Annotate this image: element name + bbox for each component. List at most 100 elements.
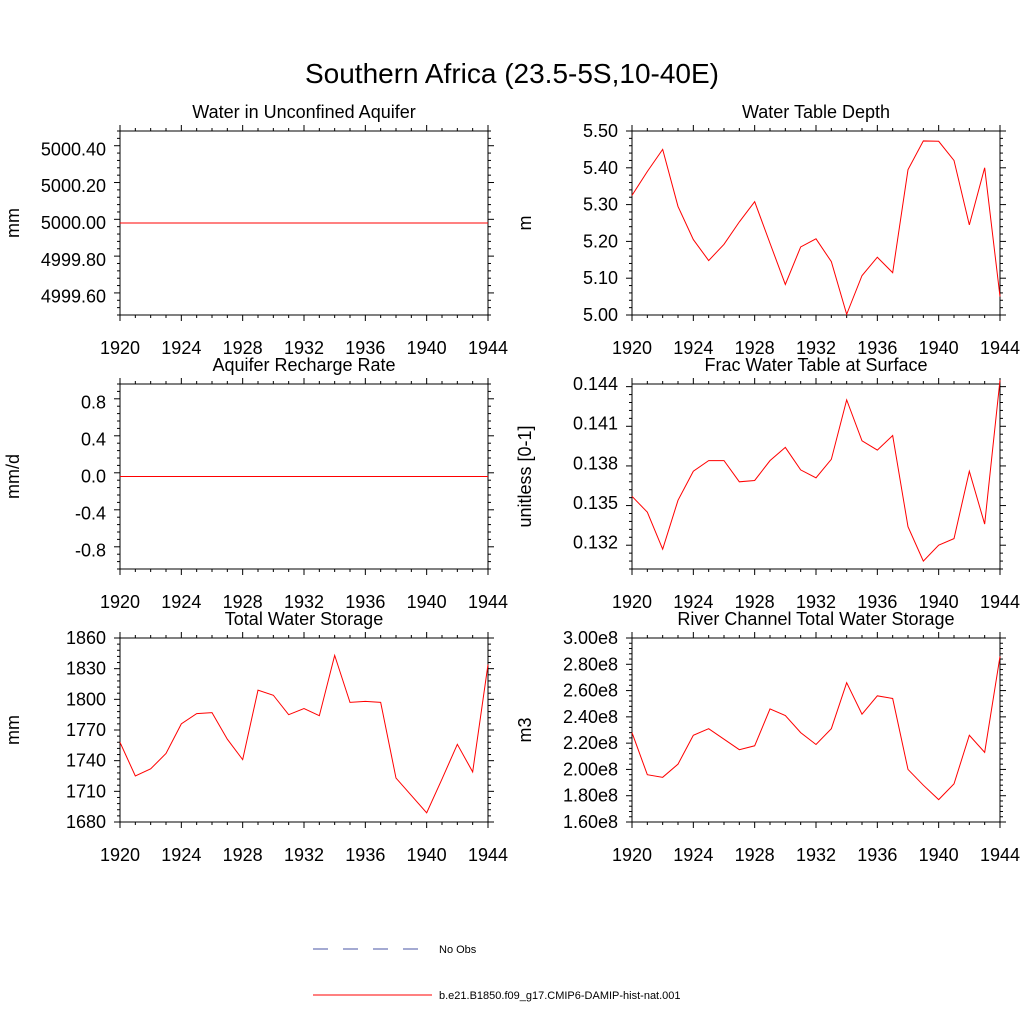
x-tick-label: 1924 bbox=[161, 338, 201, 358]
y-tick-label: 5000.20 bbox=[41, 176, 106, 196]
y-tick-label: 5.30 bbox=[583, 195, 618, 215]
y-axis-label: m bbox=[515, 216, 535, 231]
x-tick-label: 1944 bbox=[980, 845, 1020, 865]
x-tick-label: 1924 bbox=[673, 845, 713, 865]
panels-group: Water in Unconfined Aquifer mm 1920 1924 192… bbox=[3, 102, 1020, 865]
x-tick-label: 1932 bbox=[796, 845, 836, 865]
y-axis-label: mm/d bbox=[3, 454, 23, 499]
x-tick-label: 1944 bbox=[468, 338, 508, 358]
y-axis-label: unitless [0-1] bbox=[515, 425, 535, 527]
series-line bbox=[631, 379, 1001, 562]
panel-2: Water Table Depth m 1920 1924 1928 1932 1936 19… bbox=[515, 102, 1020, 358]
y-tick-label: 1770 bbox=[66, 720, 106, 740]
y-tick-label: 0.8 bbox=[81, 393, 106, 413]
x-tick-label: 1936 bbox=[857, 845, 897, 865]
x-tick-label: 1924 bbox=[673, 592, 713, 612]
y-tick-label: 0.135 bbox=[573, 493, 618, 513]
x-tick-label: 1932 bbox=[284, 592, 324, 612]
series-line bbox=[631, 140, 1001, 316]
x-tick-label: 1940 bbox=[919, 592, 959, 612]
panel-title: Water in Unconfined Aquifer bbox=[192, 102, 415, 122]
y-tick-label: 1740 bbox=[66, 751, 106, 771]
x-tick-label: 1924 bbox=[161, 845, 201, 865]
x-tick-label: 1940 bbox=[919, 845, 959, 865]
x-tick-label: 1924 bbox=[161, 592, 201, 612]
y-tick-label: 2.40e8 bbox=[563, 707, 618, 727]
y-tick-label: 5000.00 bbox=[41, 213, 106, 233]
y-tick-label: 0.144 bbox=[573, 374, 618, 394]
panel-title: River Channel Total Water Storage bbox=[677, 609, 954, 629]
y-tick-label: 1800 bbox=[66, 689, 106, 709]
x-tick-label: 1928 bbox=[223, 845, 263, 865]
x-tick-label: 1944 bbox=[468, 845, 508, 865]
x-tick-label: 1928 bbox=[223, 338, 263, 358]
x-tick-label: 1936 bbox=[857, 338, 897, 358]
x-tick-label: 1920 bbox=[612, 592, 652, 612]
x-tick-label: 1936 bbox=[345, 338, 385, 358]
y-tick-label: 1830 bbox=[66, 659, 106, 679]
y-tick-label: -0.4 bbox=[75, 504, 106, 524]
y-tick-label: 5.40 bbox=[583, 158, 618, 178]
y-axis-label: mm bbox=[3, 715, 23, 745]
y-tick-label: 5000.40 bbox=[41, 139, 106, 159]
panel-3: Aquifer Recharge Rate mm/d 1920 1924 1928 193… bbox=[3, 355, 508, 612]
x-tick-label: 1932 bbox=[284, 845, 324, 865]
y-tick-label: 2.80e8 bbox=[563, 654, 618, 674]
x-tick-label: 1928 bbox=[735, 592, 775, 612]
x-tick-label: 1924 bbox=[673, 338, 713, 358]
x-tick-label: 1940 bbox=[919, 338, 959, 358]
y-tick-label: 0.132 bbox=[573, 533, 618, 553]
x-tick-label: 1944 bbox=[980, 592, 1020, 612]
x-tick-label: 1920 bbox=[612, 338, 652, 358]
x-tick-label: 1940 bbox=[407, 338, 447, 358]
panel-title: Frac Water Table at Surface bbox=[704, 355, 927, 375]
panel-title: Aquifer Recharge Rate bbox=[212, 355, 395, 375]
y-tick-label: 1680 bbox=[66, 812, 106, 832]
x-tick-label: 1936 bbox=[857, 592, 897, 612]
x-tick-label: 1936 bbox=[345, 592, 385, 612]
x-tick-label: 1936 bbox=[345, 845, 385, 865]
panel-6: River Channel Total Water Storage m3 1920 1… bbox=[515, 609, 1020, 865]
series-line bbox=[119, 653, 489, 814]
x-tick-label: 1940 bbox=[407, 592, 447, 612]
panel-1: Water in Unconfined Aquifer mm 1920 1924 192… bbox=[3, 102, 508, 358]
panel-title: Water Table Depth bbox=[742, 102, 890, 122]
x-tick-label: 1932 bbox=[796, 592, 836, 612]
y-tick-label: 1710 bbox=[66, 781, 106, 801]
x-tick-label: 1944 bbox=[980, 338, 1020, 358]
panel-5: Total Water Storage mm 1920 1924 1928 1932 193… bbox=[3, 609, 508, 865]
y-axis-label: m3 bbox=[515, 717, 535, 742]
x-tick-label: 1940 bbox=[407, 845, 447, 865]
x-tick-label: 1932 bbox=[796, 338, 836, 358]
y-tick-label: 0.0 bbox=[81, 467, 106, 487]
x-tick-label: 1920 bbox=[612, 845, 652, 865]
x-tick-label: 1944 bbox=[468, 592, 508, 612]
y-tick-label: 1.80e8 bbox=[563, 786, 618, 806]
series-line bbox=[631, 656, 1001, 801]
y-tick-label: 0.138 bbox=[573, 453, 618, 473]
x-tick-label: 1928 bbox=[735, 845, 775, 865]
y-tick-label: 5.20 bbox=[583, 231, 618, 251]
figure-title: Southern Africa (23.5-5S,10-40E) bbox=[305, 58, 719, 89]
legend: No Obs b.e21.B1850.f09_g17.CMIP6-DAMIP-h… bbox=[313, 944, 681, 1002]
y-axis-label: mm bbox=[3, 208, 23, 238]
x-tick-label: 1920 bbox=[100, 592, 140, 612]
x-tick-label: 1928 bbox=[223, 592, 263, 612]
x-tick-label: 1928 bbox=[735, 338, 775, 358]
y-tick-label: 1.60e8 bbox=[563, 812, 618, 832]
y-tick-label: 0.141 bbox=[573, 414, 618, 434]
y-tick-label: 2.00e8 bbox=[563, 759, 618, 779]
legend-label-model: b.e21.B1850.f09_g17.CMIP6-DAMIP-hist-nat… bbox=[439, 990, 681, 1002]
y-tick-label: 1860 bbox=[66, 628, 106, 648]
y-tick-label: 3.00e8 bbox=[563, 628, 618, 648]
y-tick-label: 2.60e8 bbox=[563, 681, 618, 701]
x-tick-label: 1920 bbox=[100, 845, 140, 865]
legend-label-no-obs: No Obs bbox=[439, 944, 477, 956]
panel-4: Frac Water Table at Surface unitless [0-1… bbox=[515, 355, 1020, 612]
x-tick-label: 1920 bbox=[100, 338, 140, 358]
x-tick-label: 1932 bbox=[284, 338, 324, 358]
y-tick-label: -0.8 bbox=[75, 541, 106, 561]
y-tick-label: 4999.60 bbox=[41, 287, 106, 307]
